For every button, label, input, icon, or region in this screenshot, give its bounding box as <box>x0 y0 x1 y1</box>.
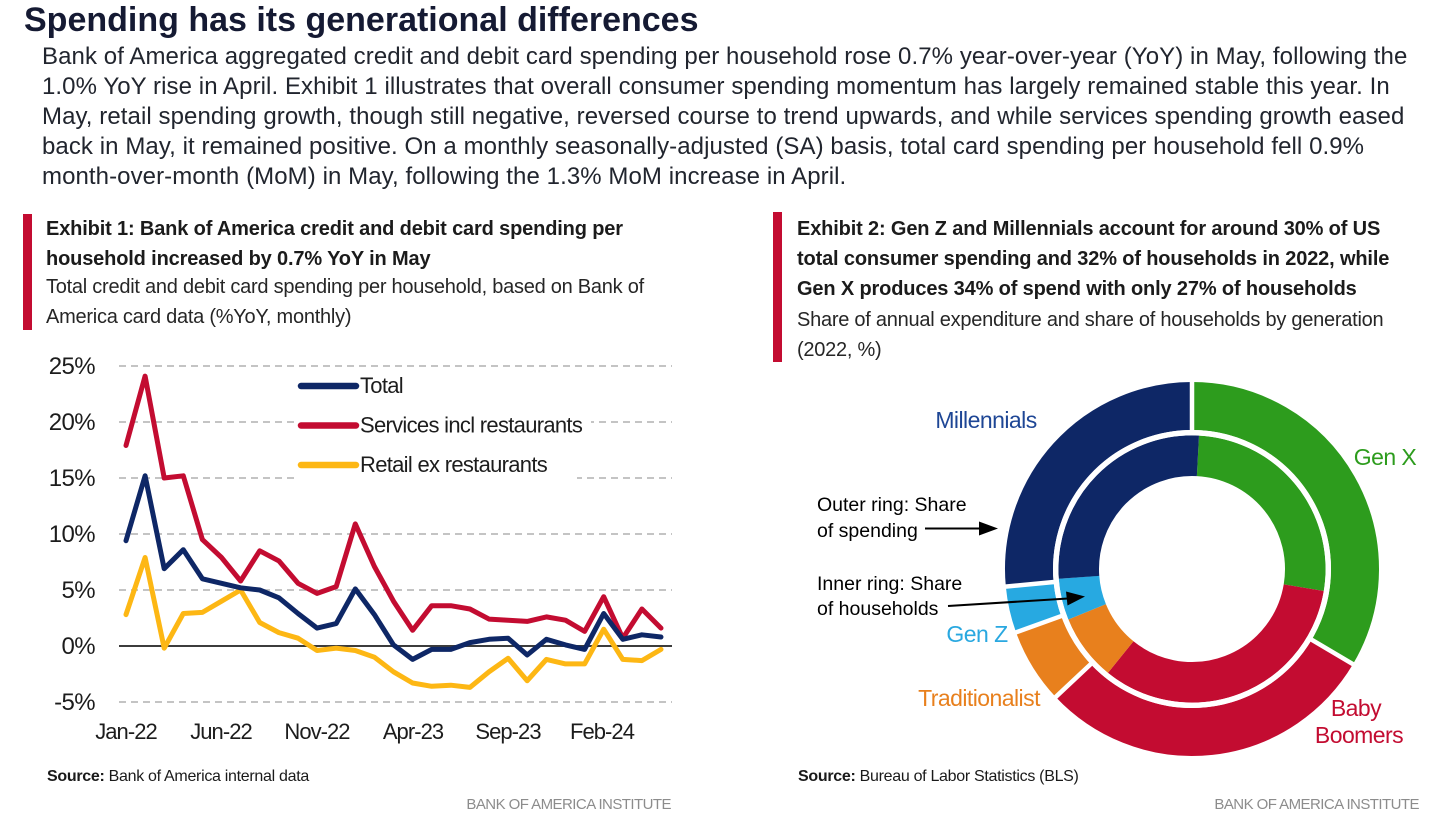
svg-text:Sep-23: Sep-23 <box>475 719 541 744</box>
svg-text:Source: Bureau of Labor Statis: Source: Bureau of Labor Statistics (BLS) <box>798 768 1079 785</box>
svg-text:Jan-22: Jan-22 <box>95 719 157 744</box>
svg-text:Jun-22: Jun-22 <box>190 719 252 744</box>
svg-text:Boomers: Boomers <box>1315 722 1403 748</box>
svg-text:15%: 15% <box>49 465 95 492</box>
svg-text:10%: 10% <box>49 521 95 548</box>
svg-text:of households: of households <box>817 598 939 620</box>
svg-text:0%: 0% <box>62 633 96 660</box>
svg-text:-5%: -5% <box>54 689 95 716</box>
svg-text:Apr-23: Apr-23 <box>383 719 444 744</box>
svg-text:Nov-22: Nov-22 <box>284 719 350 744</box>
svg-text:Millennials: Millennials <box>935 407 1036 433</box>
svg-text:Inner ring: Share: Inner ring: Share <box>817 573 962 595</box>
svg-text:of spending: of spending <box>817 520 918 542</box>
svg-text:Baby: Baby <box>1331 695 1382 721</box>
svg-text:20%: 20% <box>49 409 95 436</box>
svg-text:Source: Bank of America intern: Source: Bank of America internal data <box>47 768 309 785</box>
svg-text:Gen X: Gen X <box>1354 444 1417 470</box>
svg-text:Outer ring: Share: Outer ring: Share <box>817 494 967 516</box>
svg-text:Retail ex restaurants: Retail ex restaurants <box>360 452 548 477</box>
svg-text:BANK OF AMERICA INSTITUTE: BANK OF AMERICA INSTITUTE <box>1214 796 1419 813</box>
svg-text:Total: Total <box>360 373 403 398</box>
svg-text:Gen Z: Gen Z <box>946 621 1008 647</box>
svg-text:Services incl restaurants: Services incl restaurants <box>360 413 583 438</box>
svg-text:5%: 5% <box>62 577 96 604</box>
svg-text:BANK OF AMERICA INSTITUTE: BANK OF AMERICA INSTITUTE <box>466 796 671 813</box>
svg-text:Traditionalist: Traditionalist <box>918 685 1041 711</box>
svg-text:Feb-24: Feb-24 <box>570 719 635 744</box>
svg-text:25%: 25% <box>49 353 95 380</box>
